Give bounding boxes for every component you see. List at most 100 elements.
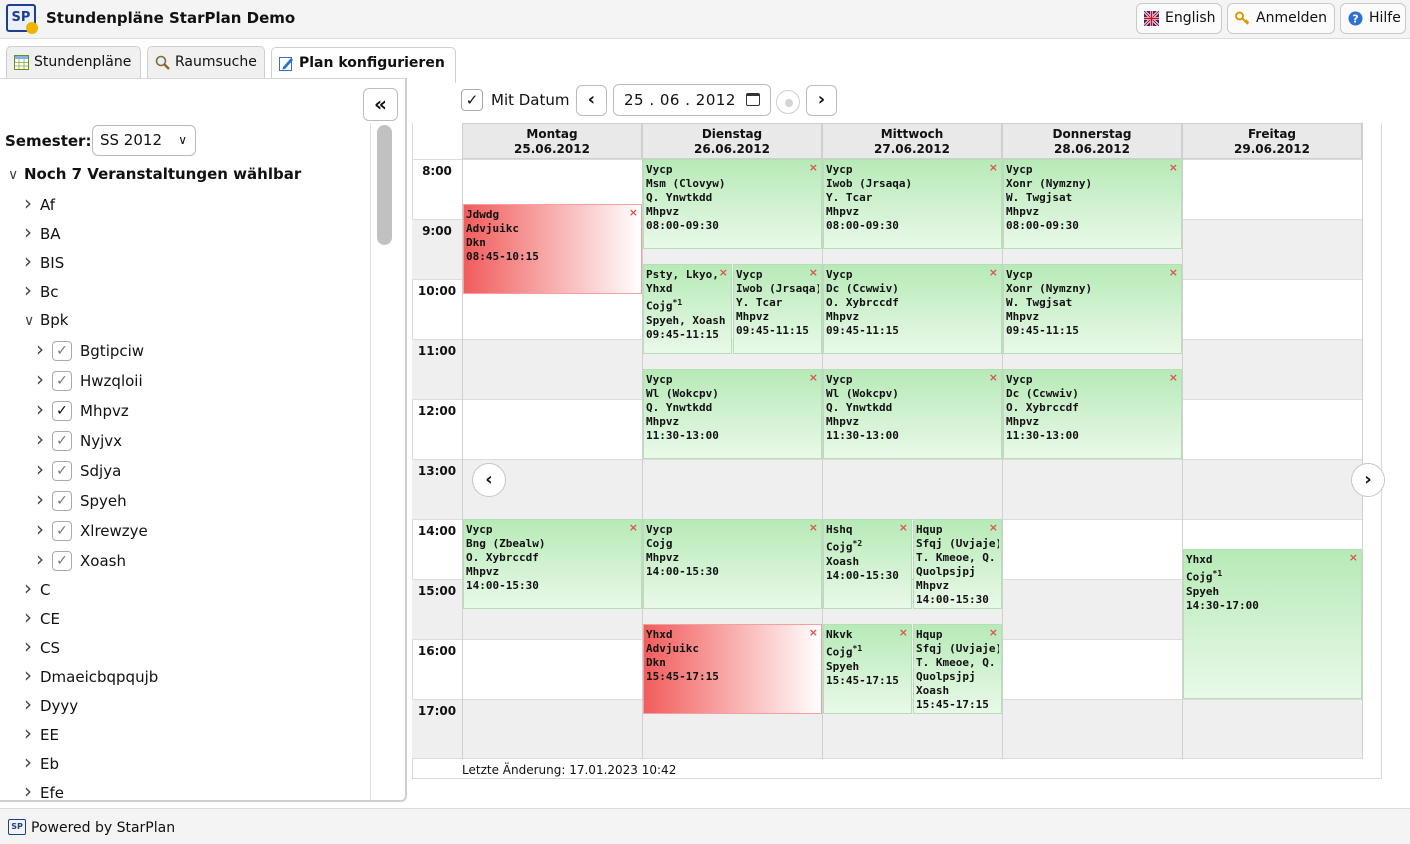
chevron-right-icon[interactable]: › [36, 456, 44, 481]
calendar-event[interactable]: Vycp Msm (Clovyw) Q. Ynwtkdd Mhpvz 08:00-09:… [643, 159, 822, 249]
chevron-right-icon[interactable]: › [36, 516, 44, 541]
calendar-event[interactable]: Hqup Sfqj (Uvjaje) T. Kmeoe, Q. Quolpsjpj Xo… [913, 624, 1002, 714]
calendar-event[interactable]: Yhxd Cojg*1 Spyeh 14:30-17:00 × [1183, 549, 1362, 699]
remove-event-icon[interactable]: × [1168, 161, 1178, 174]
next-date-button[interactable]: › [806, 85, 837, 116]
chevron-right-icon[interactable]: › [24, 278, 32, 303]
chevron-right-icon[interactable]: › [36, 546, 44, 571]
chevron-right-icon[interactable]: › [24, 692, 32, 717]
tree-checkbox[interactable]: ✓ [52, 431, 72, 452]
chevron-right-icon[interactable]: › [24, 604, 32, 629]
calendar-event[interactable]: Yhxd Advjuikc Dkn 15:45-17:15 × [643, 624, 822, 714]
date-input[interactable]: 25 . 06 . 2012 [613, 84, 771, 116]
tree-item[interactable]: › ✓ Hwzqloii [36, 366, 143, 392]
chevron-right-icon[interactable]: › [24, 750, 32, 775]
chevron-right-icon[interactable]: › [24, 779, 32, 802]
remove-event-icon[interactable]: × [808, 371, 818, 384]
calendar-event[interactable]: Vycp Wl (Wokcpv) Q. Ynwtkdd Mhpvz 11:30-13:0… [823, 369, 1002, 459]
semester-select[interactable]: SS 2012 ∨ [92, 125, 196, 156]
tree-item[interactable]: › Eb [24, 749, 59, 775]
remove-event-icon[interactable]: × [808, 266, 818, 279]
tree-checkbox[interactable]: ✓ [52, 401, 72, 422]
remove-event-icon[interactable]: × [988, 371, 998, 384]
remove-event-icon[interactable]: × [988, 521, 998, 534]
tree-item[interactable]: › Bc [24, 277, 59, 303]
tree-item[interactable]: › EE [24, 720, 59, 746]
calendar-event[interactable]: Vycp Xonr (Nymzny) W. Twgjsat Mhpvz 08:00-09… [1003, 159, 1182, 249]
remove-event-icon[interactable]: × [628, 206, 638, 219]
tree-item[interactable]: › Af [24, 190, 55, 216]
tree-item[interactable]: › ✓ Xoash [36, 546, 126, 572]
chevron-right-icon[interactable]: › [36, 396, 44, 421]
sidebar-scroll-thumb[interactable] [377, 125, 392, 245]
tree-item[interactable]: ∨ Noch 7 Veranstaltungen wählbar [8, 161, 301, 187]
tree-item[interactable]: › ✓ Nyjvx [36, 426, 122, 452]
calendar-event[interactable]: Vycp Dc (Ccwwiv) O. Xybrccdf Mhpvz 09:45-11:… [823, 264, 1002, 354]
remove-event-icon[interactable]: × [988, 266, 998, 279]
chevron-right-icon[interactable]: › [24, 633, 32, 658]
chevron-right-icon[interactable]: › [36, 486, 44, 511]
tree-item[interactable]: › ✓ Spyeh [36, 486, 127, 512]
remove-event-icon[interactable]: × [898, 626, 908, 639]
tree-item[interactable]: › ✓ Bgtipciw [36, 336, 144, 362]
tree-item[interactable]: › CS [24, 633, 60, 659]
collapse-sidebar-button[interactable]: « [363, 88, 398, 121]
week-prev-button[interactable]: ‹ [472, 463, 506, 497]
week-next-button[interactable]: › [1351, 463, 1385, 497]
remove-event-icon[interactable]: × [1168, 371, 1178, 384]
remove-event-icon[interactable]: × [808, 161, 818, 174]
chevron-right-icon[interactable]: › [36, 336, 44, 361]
tree-item[interactable]: › ✓ Mhpvz [36, 396, 129, 422]
tree-item[interactable]: › ✓ Xlrewzye [36, 516, 148, 542]
tab-stundenplaene[interactable]: Stundenpläne [6, 46, 141, 79]
tree-item[interactable]: › BA [24, 219, 61, 245]
chevron-down-icon[interactable]: ∨ [24, 312, 35, 329]
today-button[interactable] [776, 90, 800, 114]
calendar-event[interactable]: Vycp Xonr (Nymzny) W. Twgjsat Mhpvz 09:45-11… [1003, 264, 1182, 354]
calendar-event[interactable]: Vycp Cojg Mhpvz 14:00-15:30 × [643, 519, 822, 609]
calendar-event[interactable]: Hshq Cojg*2 Xoash 14:00-15:30 × [823, 519, 912, 609]
mit-datum-checkbox[interactable]: ✓ [461, 89, 483, 111]
tree-item[interactable]: › Efe [24, 778, 64, 802]
tree-item[interactable]: › Dmaeicbqpqujb [24, 662, 158, 688]
tree-checkbox[interactable]: ✓ [52, 461, 72, 482]
calendar-event[interactable]: Vycp Iwob (Jrsaqa) Y. Tcar Mhpvz 08:00-09:30… [823, 159, 1002, 249]
chevron-right-icon[interactable]: › [24, 721, 32, 746]
remove-event-icon[interactable]: × [628, 521, 638, 534]
chevron-right-icon[interactable]: › [36, 366, 44, 391]
tree-item[interactable]: › C [24, 575, 50, 601]
tree-checkbox[interactable]: ✓ [52, 341, 72, 362]
login-button[interactable]: Anmelden [1227, 3, 1335, 34]
calendar-icon[interactable] [746, 93, 760, 106]
remove-event-icon[interactable]: × [1348, 551, 1358, 564]
remove-event-icon[interactable]: × [988, 161, 998, 174]
english-button[interactable]: English [1136, 3, 1222, 34]
calendar-event[interactable]: Vycp Dc (Ccwwiv) O. Xybrccdf Mhpvz 11:30-13:… [1003, 369, 1182, 459]
chevron-right-icon[interactable]: › [24, 191, 32, 216]
help-button[interactable]: ? Hilfe [1340, 3, 1406, 34]
prev-date-button[interactable]: ‹ [576, 85, 607, 116]
remove-event-icon[interactable]: × [718, 266, 728, 279]
tree-checkbox[interactable]: ✓ [52, 551, 72, 572]
tree-item[interactable]: › Dyyy [24, 691, 78, 717]
chevron-right-icon[interactable]: › [24, 220, 32, 245]
tree-checkbox[interactable]: ✓ [52, 521, 72, 542]
tab-raumsuche[interactable]: Raumsuche [147, 46, 265, 79]
sidebar-scrollbar[interactable] [370, 123, 396, 800]
chevron-down-icon[interactable]: ∨ [8, 167, 19, 183]
tree-checkbox[interactable]: ✓ [52, 491, 72, 512]
chevron-right-icon[interactable]: › [24, 575, 32, 600]
remove-event-icon[interactable]: × [808, 626, 818, 639]
tree-item[interactable]: › ✓ Sdjya [36, 456, 121, 482]
calendar-event[interactable]: Vycp Bng (Zbealw) O. Xybrccdf Mhpvz 14:00-15… [463, 519, 642, 609]
chevron-right-icon[interactable]: › [24, 663, 32, 687]
calendar-event[interactable]: Hqup Sfqj (Uvjaje) T. Kmeoe, Q. Quolpsjpj Mh… [913, 519, 1002, 609]
remove-event-icon[interactable]: × [898, 521, 908, 534]
calendar-event[interactable]: Vycp Wl (Wokcpv) Q. Ynwtkdd Mhpvz 11:30-13:0… [643, 369, 822, 459]
tree-item[interactable]: › CE [24, 604, 60, 630]
calendar-event[interactable]: Nkvk Cojg*1 Spyeh 15:45-17:15 × [823, 624, 912, 714]
calendar-event[interactable]: Vycp Iwob (Jrsaqa) Y. Tcar Mhpvz 09:45-11:15… [733, 264, 822, 354]
remove-event-icon[interactable]: × [1168, 266, 1178, 279]
tree-item[interactable]: › BIS [24, 248, 64, 274]
remove-event-icon[interactable]: × [808, 521, 818, 534]
